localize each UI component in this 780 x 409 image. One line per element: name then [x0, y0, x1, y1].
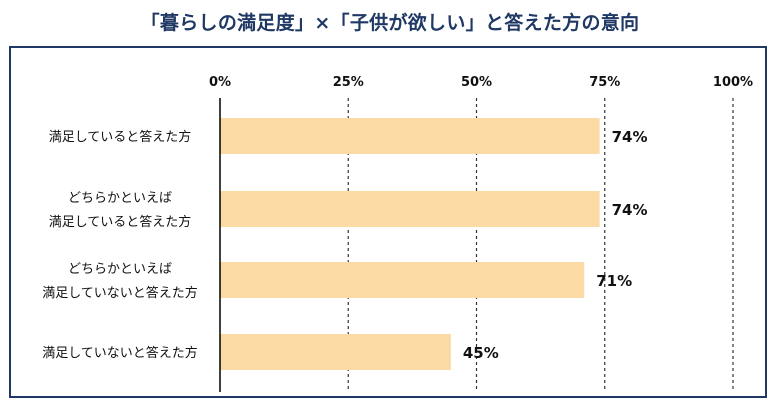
category-label: 満足していると答えた方: [49, 129, 192, 145]
category-label: 満足していないと答えた方: [42, 345, 198, 361]
x-tick-label: 25%: [333, 75, 364, 90]
category-label: どちらかといえば: [68, 262, 172, 277]
bars: [220, 118, 600, 370]
value-labels: 74% 74% 71% 45%: [463, 128, 648, 362]
value-label: 71%: [596, 272, 632, 290]
category-label: 満足していないと答えた方: [42, 285, 198, 301]
bar: [220, 262, 585, 298]
chart-frame: [9, 46, 767, 398]
bar: [220, 118, 600, 154]
chart-title: 「暮らしの満足度」×「子供が欲しい」と答えた方の意向: [140, 12, 640, 34]
value-label: 74%: [612, 128, 648, 146]
category-labels: 満足していると答えた方どちらかといえば満足していると答えた方どちらかといえば満足…: [42, 129, 198, 361]
category-label: どちらかといえば: [68, 191, 172, 206]
x-tick-label: 0%: [209, 75, 231, 90]
x-tick-label: 75%: [589, 75, 620, 90]
x-tick-label: 100%: [713, 75, 753, 90]
value-label: 74%: [612, 201, 648, 219]
category-label: 満足していると答えた方: [49, 214, 192, 230]
bar: [220, 334, 451, 370]
bar: [220, 191, 600, 227]
x-tick-label: 50%: [461, 75, 492, 90]
x-tick-labels: 0% 25% 50% 75% 100%: [209, 75, 753, 90]
value-label: 45%: [463, 344, 499, 362]
